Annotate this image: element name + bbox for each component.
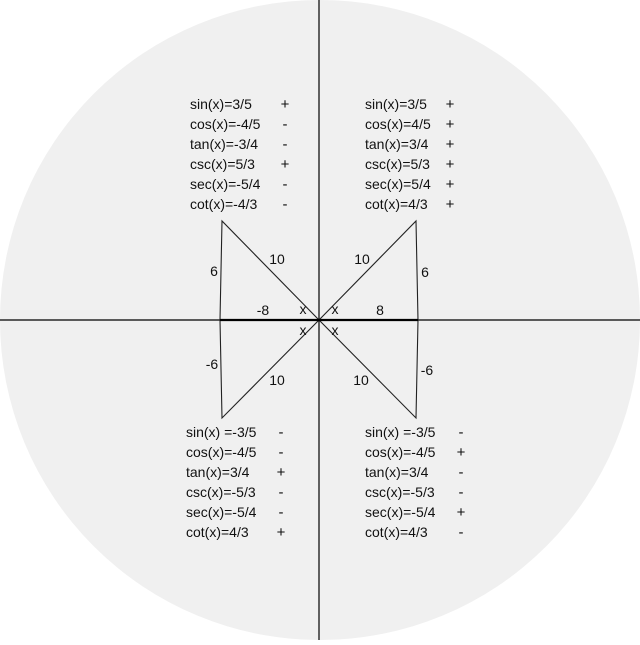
q4-identity-5: cot(x)=4/3 (365, 524, 428, 540)
q1-identity-5: cot(x)=4/3 (365, 196, 428, 212)
q4-sign-3: - (459, 484, 464, 501)
q4-identity-4: sec(x)=-5/4 (365, 504, 436, 520)
q1-hypotenuse-label: 10 (354, 251, 370, 267)
q1-sign-1: + (446, 116, 455, 133)
q1-identity-0: sin(x)=3/5 (365, 96, 427, 112)
q4-sign-2: - (459, 464, 464, 481)
q2-sign-1: - (283, 116, 288, 133)
q3-hypotenuse-label: 10 (269, 372, 285, 388)
q2-identity-3: csc(x)=5/3 (190, 156, 255, 172)
q4-identity-2: tan(x)=3/4 (365, 464, 429, 480)
q1-sign-2: + (446, 136, 455, 153)
q4-identity-3: csc(x)=-5/3 (365, 484, 435, 500)
q3-opposite-label: -6 (206, 356, 219, 372)
q3-angle-label: x (300, 322, 307, 338)
q2-sign-3: + (281, 156, 290, 173)
q1-triangle (318, 219, 419, 321)
q3-sign-0: - (279, 424, 284, 441)
q2-sign-4: - (283, 176, 288, 193)
q3-sign-2: + (277, 464, 286, 481)
q2-identity-5: cot(x)=-4/3 (190, 196, 258, 212)
q4-identity-1: cos(x)=-4/5 (365, 444, 436, 460)
q2-hypotenuse-label: 10 (269, 251, 285, 267)
q4-sign-5: - (459, 524, 464, 541)
q1-sign-5: + (446, 196, 455, 213)
q2-identities: sin(x)=3/5 + cos(x)=-4/5 - tan(x)=-3/4 - csc(x… (190, 96, 290, 213)
q2-sign-2: - (283, 136, 288, 153)
q3-sign-1: - (279, 444, 284, 461)
q3-triangle (219, 319, 320, 420)
q2-opposite-label: 6 (210, 263, 218, 279)
q2-identity-0: sin(x)=3/5 (190, 96, 252, 112)
q2-angle-label: x (300, 301, 307, 317)
q3-identity-4: sec(x)=-5/4 (186, 504, 257, 520)
q3-identity-2: tan(x)=3/4 (186, 464, 250, 480)
q1-identities: sin(x)=3/5 + cos(x)=4/5 + tan(x)=3/4 + csc(x)=… (365, 96, 455, 213)
q1-sign-3: + (446, 156, 455, 173)
q3-identity-1: cos(x)=-4/5 (186, 444, 257, 460)
q4-sign-4: + (457, 504, 466, 521)
q2-identity-1: cos(x)=-4/5 (190, 116, 261, 132)
q1-identity-4: sec(x)=5/4 (365, 176, 431, 192)
q4-triangle (318, 319, 419, 420)
q2-identity-2: tan(x)=-3/4 (190, 136, 258, 152)
q1-adjacent-label: 8 (376, 302, 384, 318)
q1-angle-label: x (332, 301, 339, 317)
q4-angle-label: x (332, 322, 339, 338)
q3-identity-3: csc(x)=-5/3 (186, 484, 256, 500)
q3-sign-4: - (279, 504, 284, 521)
q1-opposite-label: 6 (421, 264, 429, 280)
q2-adjacent-label: -8 (257, 302, 270, 318)
q2-triangle (219, 219, 320, 321)
q4-sign-1: + (457, 444, 466, 461)
q4-hypotenuse-label: 10 (353, 372, 369, 388)
q2-identity-4: sec(x)=-5/4 (190, 176, 261, 192)
q3-identities: sin(x) =-3/5 - cos(x)=-4/5 - tan(x)=3/4 + csc(… (186, 424, 286, 541)
q4-identities: sin(x) =-3/5 - cos(x)=-4/5 + tan(x)=3/4 - csc(… (365, 424, 466, 541)
q2-sign-5: - (283, 196, 288, 213)
q3-sign-5: + (277, 524, 286, 541)
q1-sign-0: + (446, 96, 455, 113)
q4-sign-0: - (459, 424, 464, 441)
q1-sign-4: + (446, 176, 455, 193)
q1-identity-1: cos(x)=4/5 (365, 116, 431, 132)
q1-identity-2: tan(x)=3/4 (365, 136, 429, 152)
q4-opposite-label: -6 (421, 362, 434, 378)
q4-identity-0: sin(x) =-3/5 (365, 424, 436, 440)
q2-sign-0: + (281, 96, 290, 113)
q1-identity-3: csc(x)=5/3 (365, 156, 430, 172)
q3-identity-0: sin(x) =-3/5 (186, 424, 257, 440)
q3-sign-3: - (279, 484, 284, 501)
q3-identity-5: cot(x)=4/3 (186, 524, 249, 540)
